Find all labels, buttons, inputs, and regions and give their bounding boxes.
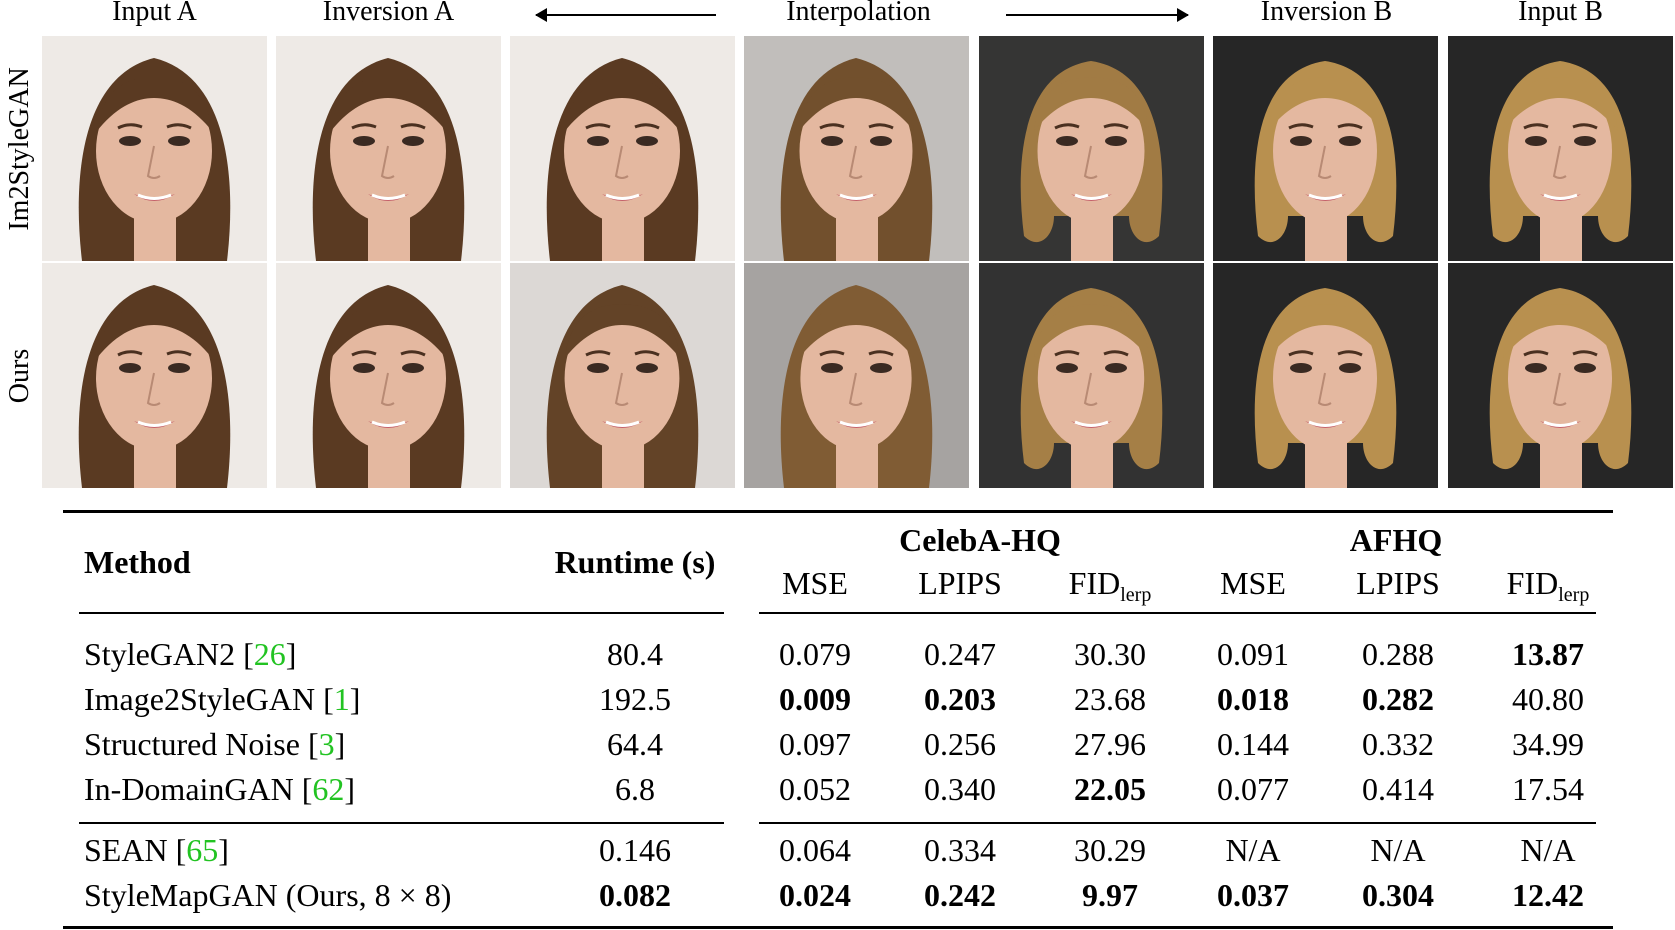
cell-a-fid: 40.80 [1512,681,1584,717]
face-image [1448,263,1673,488]
cell-a-mse: 0.037 [1217,877,1289,913]
cell-c-mse: 0.064 [779,832,851,868]
method-name: Image2StyleGAN [1] [84,681,361,717]
header-afhq-lpips: LPIPS [1356,565,1440,601]
header-method: Method [84,544,191,580]
face-image [276,263,501,488]
cell-a-mse: 0.077 [1217,771,1289,807]
rule-mid-afhq [1196,822,1596,824]
rule-header-celeba [759,612,1196,614]
cell-c-mse: 0.079 [779,636,851,672]
rule-header-afhq [1196,612,1596,614]
header-celeba-mse: MSE [782,565,848,601]
face-image [42,36,267,261]
face-image [744,36,969,261]
cell-c-lpips: 0.256 [924,726,996,762]
col-header-input-b: Input B [1518,0,1603,27]
method-name: SEAN [65] [84,832,229,868]
cell-runtime: 0.082 [599,877,671,913]
table-top-rule [63,510,1613,513]
col-header-inversion-b: Inversion B [1260,0,1393,27]
cell-runtime: 64.4 [607,726,663,762]
header-afhq-mse: MSE [1220,565,1286,601]
cell-runtime: 0.146 [599,832,671,868]
rule-mid-left [79,822,724,824]
face-image [510,263,735,488]
method-name: StyleGAN2 [26] [84,636,297,672]
header-celeba: CelebA-HQ [899,522,1061,558]
method-name: In-DomainGAN [62] [84,771,356,807]
face-image [276,36,501,261]
cell-runtime: 80.4 [607,636,663,672]
row-label-ours: Ours [4,348,35,403]
cell-a-lpips: 0.414 [1362,771,1434,807]
citation-link[interactable]: 1 [333,681,350,717]
cell-a-lpips: 0.332 [1362,726,1434,762]
cell-a-fid: 17.54 [1512,771,1584,807]
face-image [42,263,267,488]
left-arrow-icon [535,8,716,22]
header-celeba-fid: FIDlerp [1068,565,1152,606]
citation-link[interactable]: 62 [312,771,345,807]
face-image [1213,36,1438,261]
col-header-inversion-a: Inversion A [322,0,455,27]
cell-c-lpips: 0.334 [924,832,996,868]
cell-c-fid: 27.96 [1074,726,1146,762]
cell-c-mse: 0.052 [779,771,851,807]
col-header-input-a: Input A [112,0,197,27]
face-image [510,36,735,261]
citation-link[interactable]: 65 [186,832,219,868]
row-label-im2stylegan: Im2StyleGAN [4,66,35,231]
cell-runtime: 192.5 [599,681,671,717]
right-arrow-icon [1006,8,1189,22]
face-image [1213,263,1438,488]
citation-link[interactable]: 26 [253,636,286,672]
header-afhq: AFHQ [1349,522,1443,558]
cell-c-lpips: 0.242 [924,877,996,913]
col-header-interpolation: Interpolation [786,0,931,27]
citation-link[interactable]: 3 [318,726,335,762]
cell-a-fid: N/A [1520,832,1576,868]
cell-a-mse: 0.091 [1217,636,1289,672]
cell-c-lpips: 0.247 [924,636,996,672]
cell-runtime: 6.8 [615,771,655,807]
face-image [979,36,1204,261]
face-image [979,263,1204,488]
header-afhq-fid: FIDlerp [1506,565,1590,606]
cell-a-lpips: 0.304 [1362,877,1434,913]
header-runtime: Runtime (s) [554,544,716,580]
cell-c-fid: 30.29 [1074,832,1146,868]
cell-c-lpips: 0.340 [924,771,996,807]
cell-a-lpips: 0.282 [1362,681,1434,717]
method-name: Structured Noise [3] [84,726,346,762]
cell-a-lpips: 0.288 [1362,636,1434,672]
cell-c-mse: 0.009 [779,681,851,717]
header-celeba-lpips: LPIPS [918,565,1002,601]
cell-c-fid: 23.68 [1074,681,1146,717]
method-name: StyleMapGAN (Ours, 8 × 8) [84,877,452,913]
cell-a-fid: 13.87 [1512,636,1584,672]
cell-c-lpips: 0.203 [924,681,996,717]
cell-a-lpips: N/A [1370,832,1426,868]
cell-a-fid: 34.99 [1512,726,1584,762]
cell-a-mse: N/A [1225,832,1281,868]
cell-a-fid: 12.42 [1512,877,1584,913]
table-bottom-rule [63,926,1613,929]
rule-header-left [79,612,724,614]
cell-c-mse: 0.097 [779,726,851,762]
cell-c-fid: 22.05 [1074,771,1146,807]
cell-c-fid: 9.97 [1082,877,1138,913]
face-image [744,263,969,488]
cell-c-mse: 0.024 [779,877,851,913]
rule-mid-celeba [759,822,1196,824]
cell-a-mse: 0.018 [1217,681,1289,717]
cell-c-fid: 30.30 [1074,636,1146,672]
cell-a-mse: 0.144 [1217,726,1289,762]
face-image [1448,36,1673,261]
